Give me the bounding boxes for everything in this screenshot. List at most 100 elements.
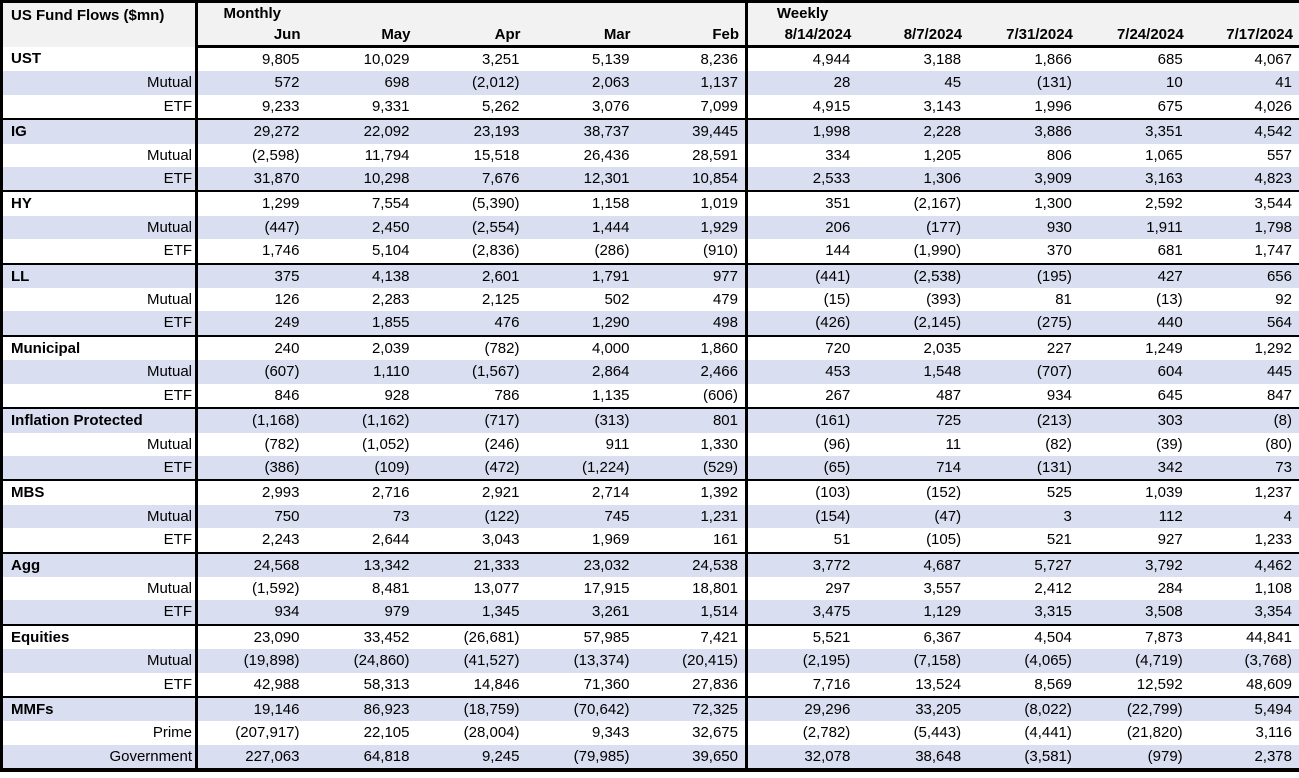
weekly-value-cell: (39) bbox=[1156, 435, 1183, 453]
monthly-value-cell: 18,801 bbox=[692, 579, 738, 597]
monthly-value-cell: (1,162) bbox=[306, 407, 417, 433]
monthly-value-cell: 1,019 bbox=[636, 190, 747, 216]
sub-row: Mutual 750 73 (122) 745 1,231 (154) (47) 3 112 4 bbox=[1, 504, 1299, 529]
monthly-value-cell: 2,243 bbox=[195, 528, 307, 553]
monthly-section-spacer bbox=[306, 1, 747, 24]
monthly-value-cell: (5,390) bbox=[416, 190, 527, 216]
monthly-value-cell: 786 bbox=[494, 386, 520, 404]
weekly-value-cell: 1,998 bbox=[745, 118, 858, 144]
monthly-value-cell: 39,445 bbox=[636, 118, 747, 144]
monthly-value-cell: (122) bbox=[416, 504, 527, 529]
monthly-section-header: Monthly bbox=[195, 1, 307, 24]
monthly-value-cell: (286) bbox=[594, 242, 630, 260]
row-label: Mutual bbox=[1, 360, 198, 384]
row-label: ETF bbox=[1, 94, 198, 120]
monthly-value-cell: 3,043 bbox=[481, 531, 520, 549]
weekly-value-cell: (426) bbox=[745, 311, 858, 336]
weekly-value-cell: 4,067 bbox=[1254, 51, 1292, 68]
row-label: UST bbox=[1, 46, 198, 72]
monthly-value-cell: 26,436 bbox=[583, 146, 630, 164]
weekly-value-cell: 645 bbox=[1157, 386, 1183, 404]
weekly-value-cell: 3,188 bbox=[923, 51, 962, 68]
row-label: MMFs bbox=[1, 695, 198, 722]
monthly-value-cell: 5,262 bbox=[481, 97, 520, 115]
monthly-value-cell: (246) bbox=[484, 435, 520, 453]
weekly-value-cell: (47) bbox=[857, 504, 969, 529]
weekly-value-cell: 4,823 bbox=[1189, 167, 1299, 192]
monthly-value-cell: 11,794 bbox=[364, 146, 410, 164]
weekly-value-cell: 1,249 bbox=[1078, 334, 1190, 361]
weekly-value-cell: 427 bbox=[1078, 262, 1190, 289]
group-row: IG 29,272 22,092 23,193 38,737 39,445 1,998 2,2… bbox=[1, 118, 1299, 144]
monthly-value-cell: 7,676 bbox=[416, 167, 527, 192]
monthly-value-cell: (13,374) bbox=[526, 649, 637, 673]
monthly-value-cell: 698 bbox=[306, 71, 417, 95]
group-row: HY 1,299 7,554 (5,390) 1,158 1,019 351 (2,167) 1… bbox=[1, 190, 1299, 216]
weekly-value-cell: 1,108 bbox=[1254, 579, 1292, 597]
weekly-value-cell: 2,533 bbox=[745, 167, 858, 192]
monthly-value-cell: 1,929 bbox=[636, 215, 747, 240]
sub-row: ETF 1,746 5,104 (2,836) (286) (910) 144 (1,990)… bbox=[1, 239, 1299, 264]
monthly-value-cell: 23,090 bbox=[195, 623, 307, 650]
column-header-week1: 8/14/2024 bbox=[745, 24, 858, 48]
weekly-value-cell: (3,768) bbox=[1189, 649, 1299, 673]
row-label: ETF bbox=[1, 311, 198, 336]
row-label: Mutual bbox=[1, 649, 198, 673]
monthly-value-cell: 2,466 bbox=[636, 360, 747, 384]
monthly-value-cell: 9,233 bbox=[195, 94, 307, 120]
group-row: Inflation Protected (1,168) (1,162) (717) (3… bbox=[1, 407, 1299, 433]
weekly-value-cell: 8,569 bbox=[1034, 675, 1072, 693]
column-header-apr: Apr bbox=[416, 24, 527, 48]
weekly-value-cell: (213) bbox=[968, 407, 1079, 433]
weekly-value-cell: 2,035 bbox=[857, 334, 969, 361]
weekly-value-cell: 806 bbox=[1046, 146, 1072, 164]
monthly-value-cell: 2,039 bbox=[306, 334, 417, 361]
sub-row: ETF 31,870 10,298 7,676 12,301 10,854 2,533 1,3… bbox=[1, 167, 1299, 192]
row-label: ETF bbox=[1, 528, 198, 553]
weekly-value-cell: 847 bbox=[1266, 386, 1292, 404]
row-label: Mutual bbox=[1, 143, 198, 168]
monthly-value-cell: 2,714 bbox=[526, 479, 637, 505]
monthly-value-cell: 28,591 bbox=[692, 146, 738, 164]
monthly-value-cell: 5,104 bbox=[371, 242, 410, 260]
weekly-value-cell: 1,129 bbox=[857, 600, 969, 625]
weekly-value-cell: 445 bbox=[1189, 360, 1299, 384]
weekly-value-cell: (4,719) bbox=[1078, 649, 1190, 673]
weekly-value-cell: 720 bbox=[745, 334, 858, 361]
row-label: ETF bbox=[1, 239, 198, 264]
monthly-value-cell: (910) bbox=[702, 242, 738, 260]
monthly-value-cell: 32,675 bbox=[692, 724, 738, 742]
weekly-value-cell: (4,441) bbox=[1024, 724, 1072, 742]
row-label: Mutual bbox=[1, 288, 198, 312]
monthly-value-cell: 10,854 bbox=[636, 167, 747, 192]
monthly-value-cell: 1,860 bbox=[636, 334, 747, 361]
weekly-value-cell: 41 bbox=[1189, 71, 1299, 95]
weekly-value-cell: 267 bbox=[745, 383, 858, 409]
monthly-value-cell: 22,105 bbox=[363, 724, 410, 742]
row-label: Municipal bbox=[1, 334, 198, 361]
row-label: Prime bbox=[1, 721, 198, 745]
weekly-value-cell: 525 bbox=[968, 479, 1079, 505]
column-header-feb: Feb bbox=[636, 24, 747, 48]
weekly-value-cell: (441) bbox=[745, 262, 858, 289]
weekly-value-cell: 351 bbox=[745, 190, 858, 216]
monthly-value-cell: 1,514 bbox=[636, 600, 747, 625]
weekly-value-cell: 4,542 bbox=[1189, 118, 1299, 144]
monthly-value-cell: 19,146 bbox=[195, 695, 307, 722]
weekly-value-cell: 227 bbox=[968, 334, 1079, 361]
monthly-value-cell: 1,444 bbox=[526, 215, 637, 240]
weekly-value-cell: 557 bbox=[1266, 146, 1292, 164]
column-header-week5: 7/17/2024 bbox=[1189, 24, 1299, 48]
monthly-value-cell: (18,759) bbox=[416, 695, 527, 722]
monthly-value-cell: 58,313 bbox=[363, 675, 410, 693]
monthly-value-cell: 476 bbox=[416, 311, 527, 336]
row-label: Government bbox=[1, 744, 198, 771]
sub-row: Government 227,063 64,818 9,245 (79,985) 39,6… bbox=[1, 744, 1299, 771]
monthly-value-cell: 57,985 bbox=[526, 623, 637, 650]
weekly-value-cell: 334 bbox=[745, 143, 858, 168]
weekly-value-cell: 675 bbox=[1157, 97, 1183, 115]
weekly-value-cell: 1,866 bbox=[1034, 51, 1072, 68]
monthly-value-cell: (1,567) bbox=[416, 360, 527, 384]
monthly-value-cell: (2,012) bbox=[416, 71, 527, 95]
